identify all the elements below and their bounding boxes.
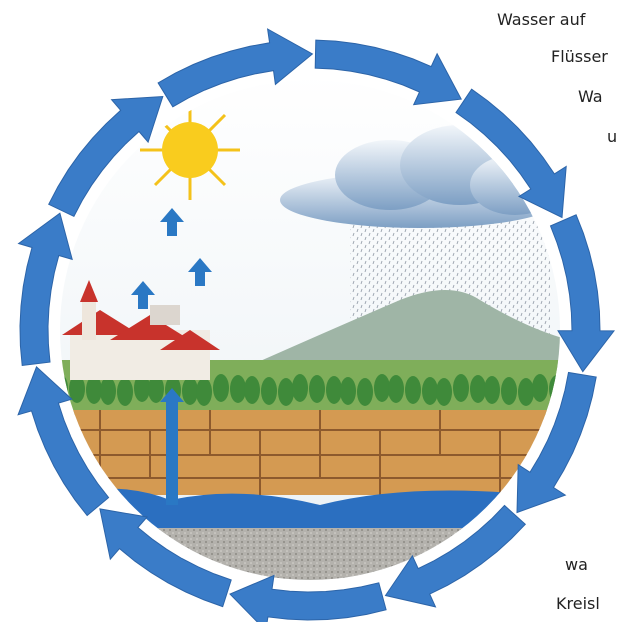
tree bbox=[213, 374, 229, 402]
tree bbox=[374, 374, 390, 402]
text-line: Flüsser bbox=[551, 47, 608, 67]
tree bbox=[405, 376, 421, 404]
tree bbox=[357, 378, 373, 406]
tree bbox=[196, 378, 212, 406]
scene bbox=[50, 70, 570, 590]
tree bbox=[436, 378, 452, 406]
page: Wasser auf Flüsser Wa u wa Kreisl (() =>… bbox=[0, 0, 617, 622]
tree bbox=[182, 377, 198, 405]
tree bbox=[422, 377, 438, 405]
tree bbox=[501, 377, 517, 405]
tree bbox=[326, 376, 342, 404]
cycle-arrow bbox=[551, 215, 615, 372]
tree bbox=[244, 376, 260, 404]
cycle-arrow bbox=[230, 575, 386, 622]
text-line: Wasser auf bbox=[497, 10, 585, 30]
tree bbox=[470, 375, 486, 403]
tree bbox=[388, 375, 404, 403]
tree bbox=[117, 378, 133, 406]
text-line: Kreisl bbox=[556, 594, 600, 614]
water-cycle-illustration bbox=[0, 0, 617, 622]
tree bbox=[100, 377, 116, 405]
text-line: Wa bbox=[578, 87, 603, 107]
soil bbox=[50, 410, 570, 495]
tree bbox=[261, 377, 277, 405]
text-line: wa bbox=[565, 555, 588, 575]
tree bbox=[340, 377, 356, 405]
tree bbox=[532, 374, 548, 402]
tree bbox=[278, 378, 294, 406]
tree bbox=[230, 375, 246, 403]
tree bbox=[453, 374, 469, 402]
text-line: u bbox=[607, 127, 617, 147]
tree bbox=[292, 374, 308, 402]
tree bbox=[484, 376, 500, 404]
tree bbox=[86, 376, 102, 404]
tree bbox=[309, 375, 325, 403]
tree bbox=[518, 378, 534, 406]
